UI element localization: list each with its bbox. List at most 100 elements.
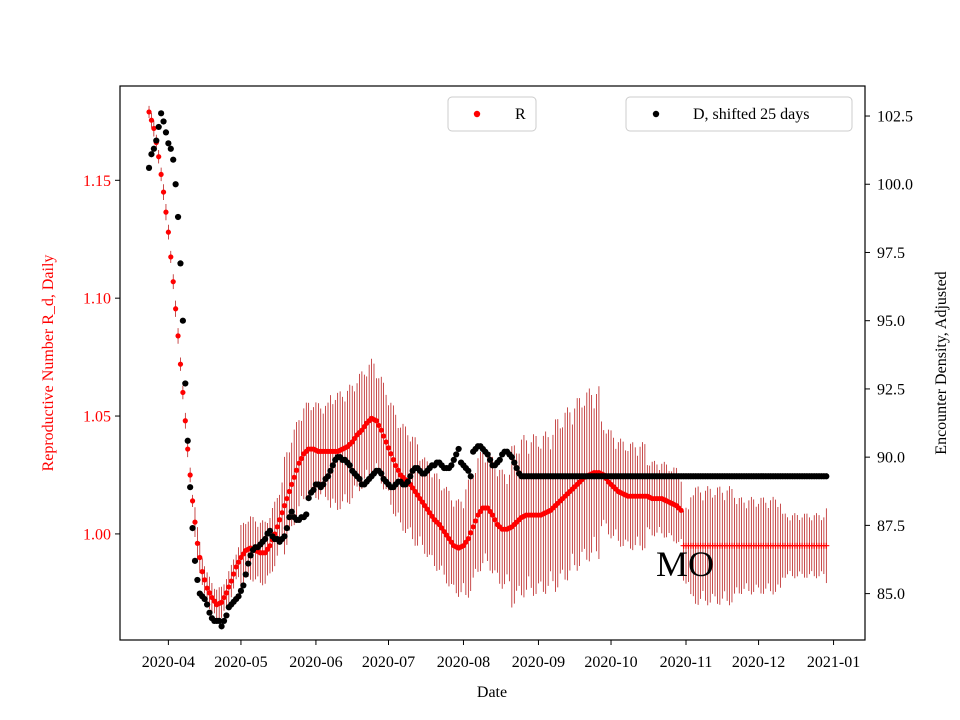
- d-point: [223, 612, 230, 619]
- d-point: [174, 213, 182, 221]
- legend-r-label: R: [515, 106, 526, 123]
- d-point: [172, 181, 179, 188]
- d-point: [191, 557, 199, 564]
- r-point: [267, 543, 273, 549]
- r-point: [199, 569, 205, 575]
- r-point: [383, 439, 389, 445]
- r-point: [163, 209, 169, 215]
- legend-d: D, shifted 25 days: [625, 96, 853, 132]
- d-point: [165, 140, 172, 147]
- d-point: [327, 467, 334, 474]
- r-point: [284, 495, 290, 502]
- r-point: [286, 488, 292, 495]
- r-point: [160, 189, 167, 195]
- d-point: [455, 445, 462, 453]
- d-point: [288, 508, 295, 515]
- d-point: [486, 456, 494, 463]
- d-point: [148, 151, 155, 158]
- r-point: [233, 564, 239, 570]
- x-tick-label: 2020-06: [289, 654, 342, 671]
- y-right-tick-label: 92.5: [877, 381, 905, 398]
- d-point: [448, 462, 455, 469]
- d-point: [242, 571, 249, 578]
- d-point: [167, 145, 174, 152]
- d-point: [823, 473, 830, 480]
- r-point: [221, 594, 227, 601]
- y-right-tick-label: 90.0: [877, 450, 905, 467]
- y-left-tick-label: 1.10: [83, 291, 111, 308]
- d-point: [324, 473, 332, 480]
- r-point: [148, 117, 155, 123]
- y-right-tick-label: 85.0: [877, 586, 905, 603]
- r-point: [395, 467, 401, 473]
- y-right-axis-title: Encounter Density, Adjusted: [933, 271, 950, 454]
- r-point: [218, 599, 225, 605]
- r-point: [187, 472, 193, 478]
- r-series: [146, 109, 830, 608]
- d-point: [179, 317, 186, 324]
- r-point: [180, 389, 186, 396]
- r-point: [289, 481, 295, 488]
- r-point: [182, 418, 188, 424]
- r-point: [226, 584, 232, 590]
- r-point: [223, 590, 230, 596]
- r-point: [151, 125, 157, 132]
- d-point: [513, 464, 520, 472]
- r-point: [158, 171, 164, 178]
- r-point: [823, 542, 830, 549]
- d-point: [281, 533, 288, 540]
- state-annotation: MO: [656, 544, 714, 584]
- d-point: [286, 514, 293, 521]
- d-point: [511, 459, 518, 466]
- d-point: [404, 478, 411, 485]
- x-tick-label: 2020-05: [214, 654, 267, 671]
- r-point: [678, 507, 684, 513]
- r-point: [378, 427, 384, 433]
- legend-r-marker: [473, 110, 481, 118]
- r-point: [373, 418, 379, 424]
- y-right-tick-label: 97.5: [877, 245, 905, 262]
- r-point: [277, 517, 283, 523]
- x-tick-label: 2020-11: [660, 654, 713, 671]
- legend-r: R: [447, 96, 537, 132]
- d-point: [356, 475, 363, 483]
- r-point: [202, 577, 208, 583]
- x-tick-label: 2020-08: [437, 654, 490, 671]
- d-point: [203, 601, 211, 608]
- d-point: [162, 129, 170, 136]
- r-point: [489, 512, 496, 518]
- r-point: [228, 578, 234, 584]
- d-point: [187, 484, 194, 491]
- d-point: [216, 617, 223, 624]
- d-point: [194, 576, 201, 584]
- d-point: [465, 467, 472, 474]
- d-point: [305, 494, 312, 502]
- d-point: [189, 525, 196, 532]
- d-point: [206, 609, 213, 616]
- d-point: [201, 595, 208, 603]
- d-point: [235, 593, 242, 600]
- x-tick-label: 2021-01: [807, 654, 860, 671]
- y-left-axis-title: Reproductive Number R_d, Daily: [40, 255, 57, 472]
- d-point: [245, 560, 252, 567]
- x-tick-label: 2020-09: [512, 654, 565, 671]
- d-point: [303, 511, 310, 518]
- d-point: [237, 587, 245, 594]
- x-tick-label: 2020-12: [732, 654, 785, 671]
- r-point: [468, 530, 474, 536]
- r-point: [381, 433, 387, 439]
- y-axis-right: 85.0 87.5 90.0 92.5 95.0 97.5 100.0 102.5: [865, 109, 913, 603]
- r-point: [185, 446, 191, 452]
- legend-d-marker: [652, 110, 660, 118]
- y-right-tick-label: 102.5: [877, 109, 913, 126]
- r-point: [197, 554, 203, 561]
- r-point: [146, 109, 152, 115]
- y-right-tick-label: 87.5: [877, 518, 905, 535]
- d-point: [266, 527, 274, 534]
- x-axis: 2020-04 2020-05 2020-06 2020-07 2020-08 2020-…: [142, 640, 860, 671]
- y-left-tick-label: 1.05: [83, 409, 111, 426]
- r-point: [175, 333, 181, 339]
- d-point: [158, 110, 165, 117]
- r-point: [231, 571, 237, 577]
